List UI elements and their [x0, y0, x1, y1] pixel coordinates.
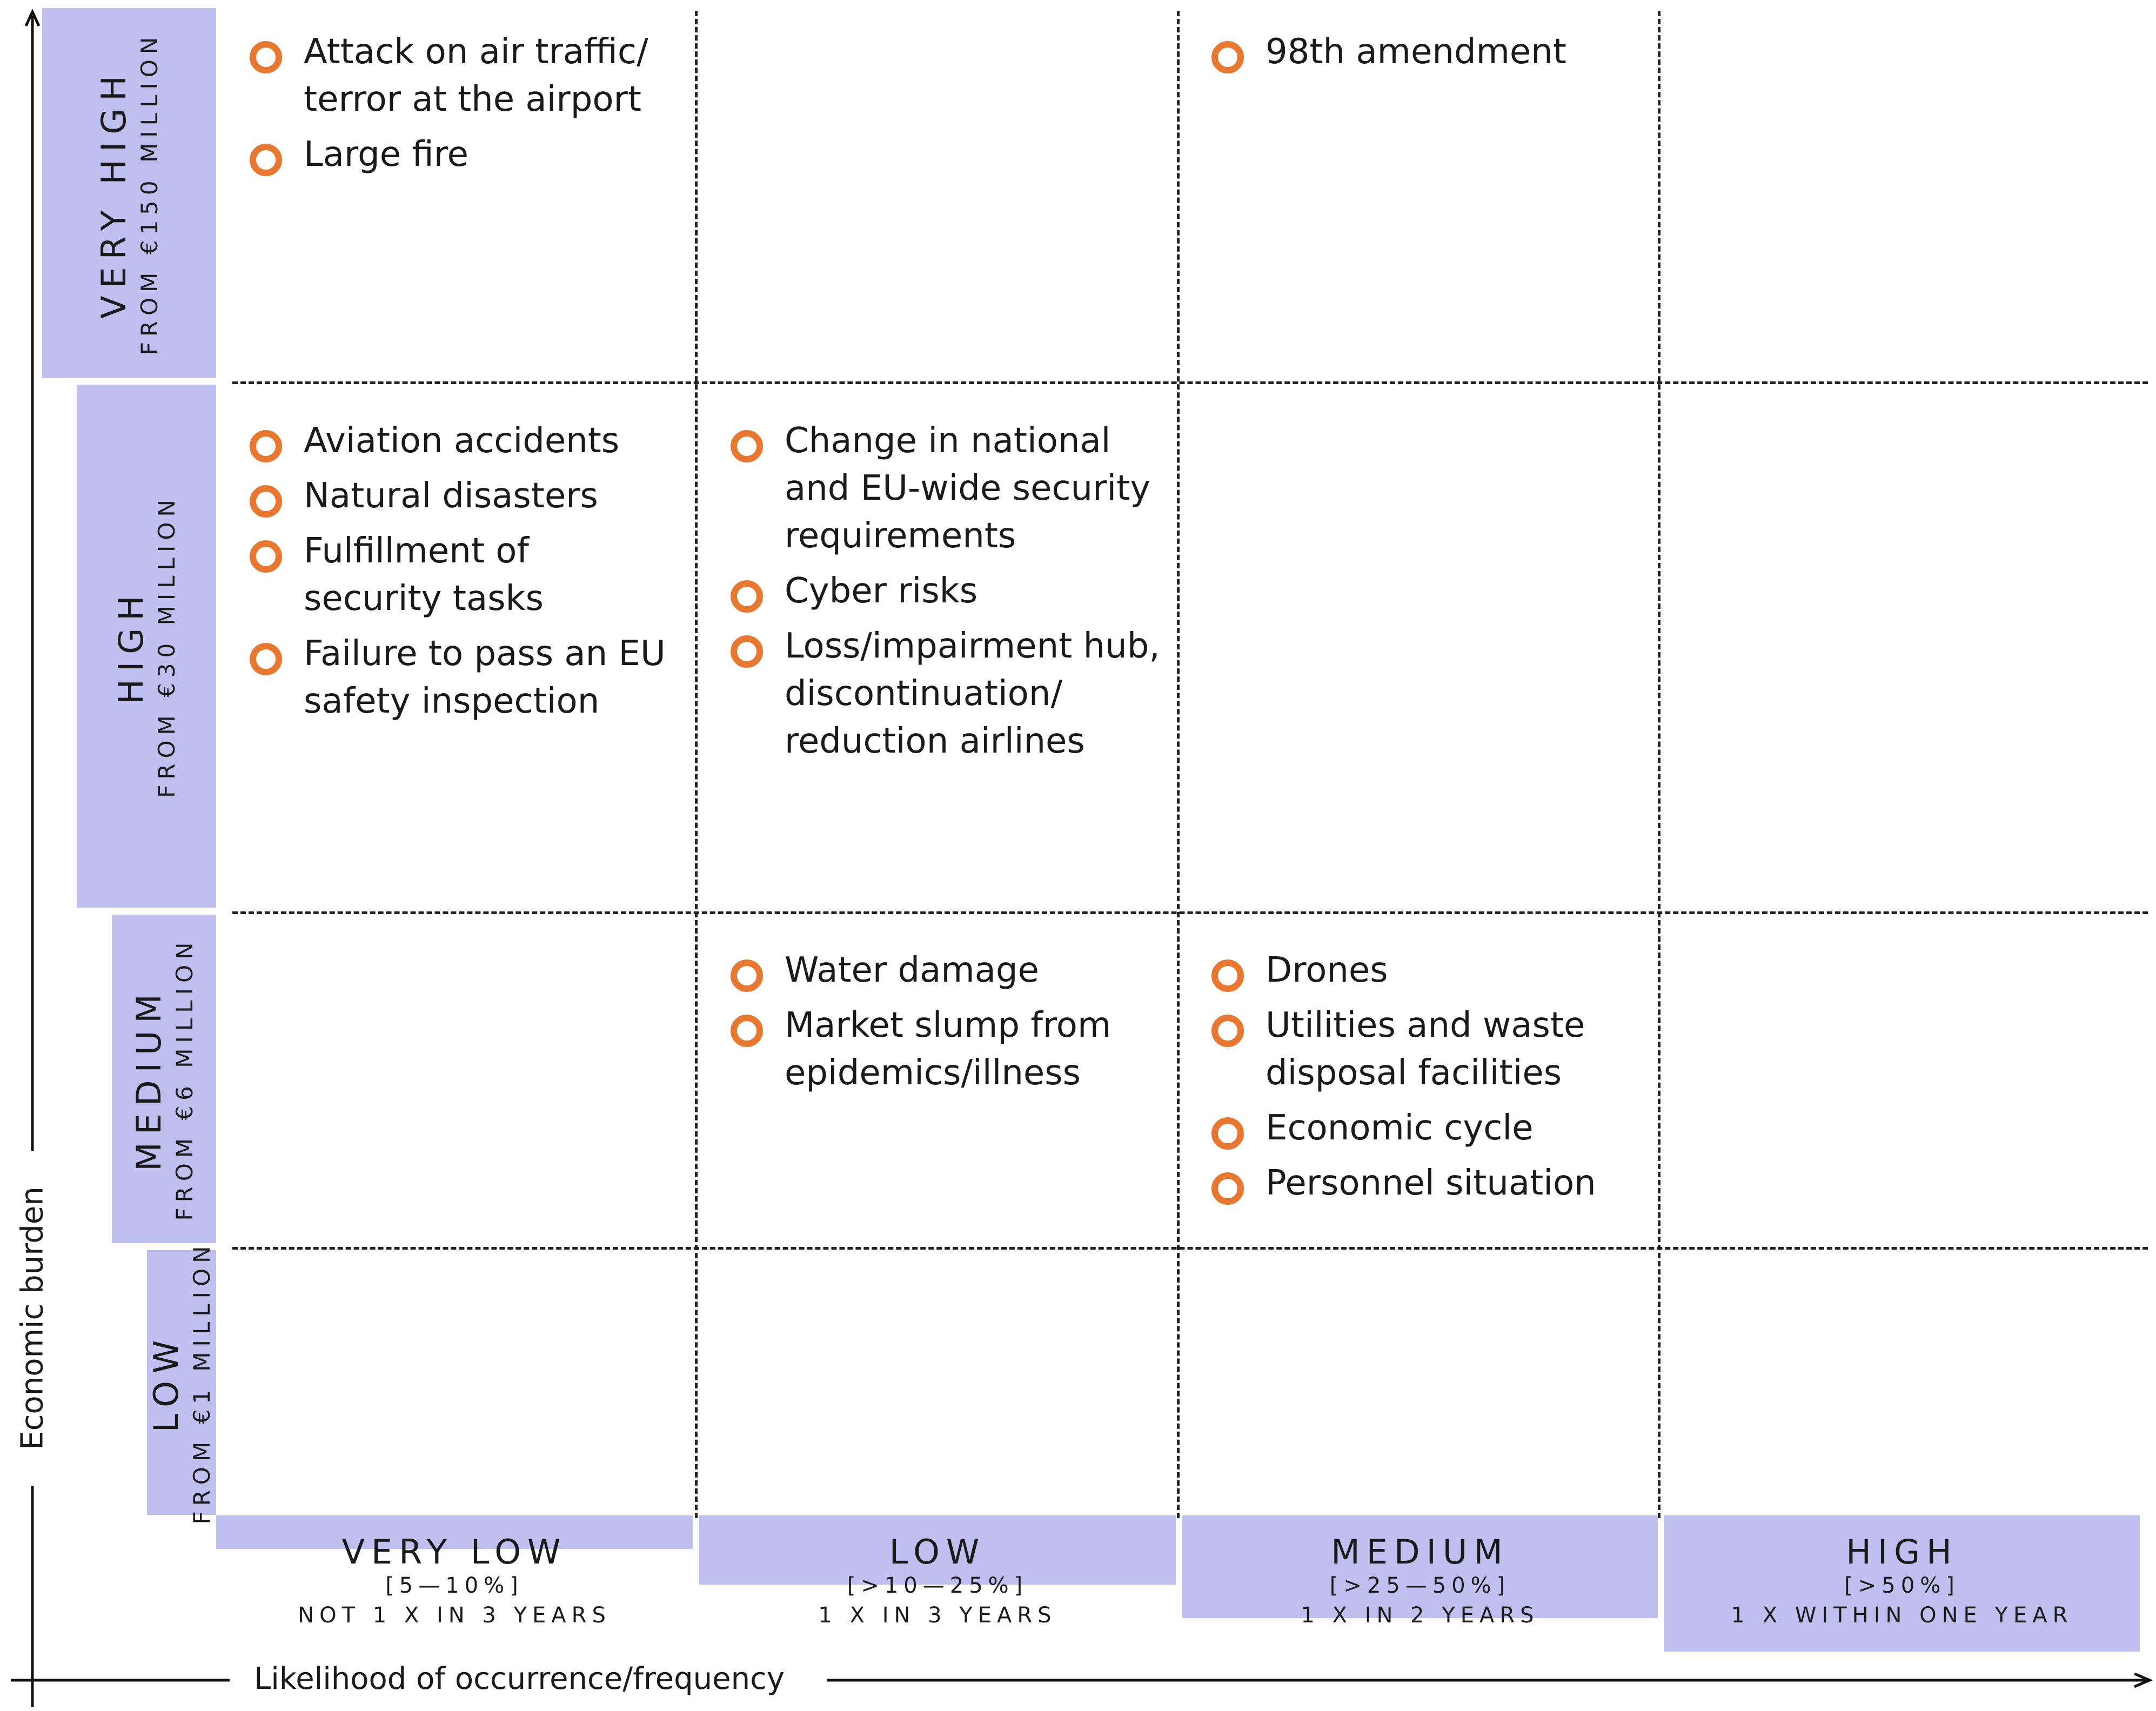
y-axis-title: Economic burden	[15, 1186, 50, 1450]
bullet-icon	[250, 430, 282, 462]
cell-veryhigh-medium: 98th amendment	[1211, 28, 1633, 83]
x-level-very-low-bar	[216, 1515, 693, 1549]
cell-high-low: Change in national and EU-wide security …	[731, 417, 1174, 773]
bullet-icon	[250, 41, 282, 73]
y-level-medium: MEDIUM FROM €6 MILLION	[112, 915, 216, 1243]
x-level-high-bar	[1664, 1515, 2140, 1652]
x-level-name: VERY LOW	[342, 1532, 567, 1572]
x-level-medium-bar	[1182, 1515, 1658, 1618]
x-level-frequency: 1 X IN 3 YEARS	[818, 1603, 1057, 1628]
bullet-icon	[731, 580, 763, 613]
risk-item: Drones	[1211, 947, 1644, 994]
grid-line-vertical	[1177, 11, 1180, 1518]
risk-item: Change in national and EU-wide security …	[731, 417, 1152, 560]
grid-line-horizontal	[232, 381, 2148, 384]
bullet-icon	[731, 1015, 763, 1047]
risk-item: Loss/impairment hub, discontinuation/ re…	[731, 622, 1174, 765]
bullet-icon	[1211, 1015, 1244, 1047]
x-level-range: [>10—25%]	[847, 1573, 1028, 1598]
bullet-icon	[250, 643, 282, 675]
x-level-high: HIGH [>50%] 1 X WITHIN ONE YEAR	[1664, 1533, 2140, 1631]
bullet-icon	[250, 540, 282, 573]
x-level-name: MEDIUM	[1331, 1532, 1509, 1572]
y-level-range: FROM €30 MILLION	[153, 494, 180, 798]
y-level-high: HIGH FROM €30 MILLION	[77, 385, 216, 908]
risk-item: Attack on air traffic/ terror at the air…	[250, 28, 671, 123]
risk-item: Fulfillment of security tasks	[250, 527, 606, 622]
x-level-low-bar	[699, 1515, 1176, 1585]
bullet-icon	[731, 959, 763, 992]
cell-medium-low: Water damage Market slump from epidemics…	[731, 947, 1152, 1104]
bullet-icon	[731, 635, 763, 668]
y-level-low: LOW FROM €1 MILLION	[146, 1240, 216, 1525]
y-level-name: MEDIUM	[129, 987, 169, 1171]
x-level-range: [5—10%]	[385, 1573, 524, 1598]
cell-medium-medium: Drones Utilities and waste disposal faci…	[1211, 947, 1644, 1215]
bullet-icon	[1211, 1172, 1244, 1205]
grid-line-horizontal	[232, 911, 2148, 914]
x-axis-arrow	[2134, 1672, 2153, 1688]
grid-line-vertical	[1658, 11, 1660, 1518]
x-level-frequency: 1 X WITHIN ONE YEAR	[1731, 1603, 2073, 1628]
x-level-medium: MEDIUM [>25—50%] 1 X IN 2 YEARS	[1182, 1533, 1658, 1631]
y-level-range: FROM €6 MILLION	[171, 937, 198, 1221]
x-level-very-low: VERY LOW [5—10%] NOT 1 X IN 3 YEARS	[216, 1533, 693, 1631]
risk-item: Failure to pass an EU safety inspection	[250, 630, 693, 725]
y-level-very-high: VERY HIGH FROM €150 MILLION	[42, 8, 216, 378]
y-level-name: HIGH	[111, 588, 151, 704]
y-level-range: FROM €150 MILLION	[136, 31, 163, 355]
risk-item: Economic cycle	[1211, 1104, 1644, 1152]
grid-line-horizontal	[232, 1247, 2148, 1250]
grid-line-vertical	[695, 11, 698, 1518]
y-level-name: LOW	[146, 1332, 186, 1433]
risk-item: Water damage	[731, 947, 1152, 994]
risk-item: Natural disasters	[250, 472, 682, 520]
x-level-name: HIGH	[1846, 1532, 1958, 1572]
bullet-icon	[250, 144, 282, 176]
x-level-low: LOW [>10—25%] 1 X IN 3 YEARS	[699, 1533, 1176, 1631]
y-axis-arrow	[24, 9, 41, 27]
cell-veryhigh-verylow: Attack on air traffic/ terror at the air…	[250, 28, 671, 186]
risk-item: Market slump from epidemics/illness	[731, 1002, 1130, 1097]
risk-item: Aviation accidents	[250, 417, 682, 465]
bullet-icon	[1211, 959, 1244, 992]
x-level-name: LOW	[889, 1532, 986, 1572]
bullet-icon	[1211, 41, 1244, 73]
bullet-icon	[250, 485, 282, 518]
risk-item: Large fire	[250, 131, 671, 178]
risk-item: Personnel situation	[1211, 1159, 1644, 1207]
x-level-range: [>25—50%]	[1329, 1573, 1511, 1598]
bullet-icon	[731, 430, 763, 462]
risk-item: 98th amendment	[1211, 28, 1633, 76]
x-axis-title: Likelihood of occurrence/frequency	[254, 1661, 785, 1696]
risk-item: Utilities and waste disposal facilities	[1211, 1002, 1611, 1097]
x-level-range: [>50%]	[1844, 1573, 1960, 1598]
y-level-range: FROM €1 MILLION	[189, 1240, 215, 1525]
x-level-frequency: 1 X IN 2 YEARS	[1301, 1603, 1539, 1628]
cell-high-verylow: Aviation accidents Natural disasters Ful…	[250, 417, 682, 733]
bullet-icon	[1211, 1117, 1244, 1150]
y-level-name: VERY HIGH	[94, 68, 133, 319]
risk-item: Cyber risks	[731, 567, 1174, 615]
x-level-frequency: NOT 1 X IN 3 YEARS	[298, 1603, 611, 1628]
